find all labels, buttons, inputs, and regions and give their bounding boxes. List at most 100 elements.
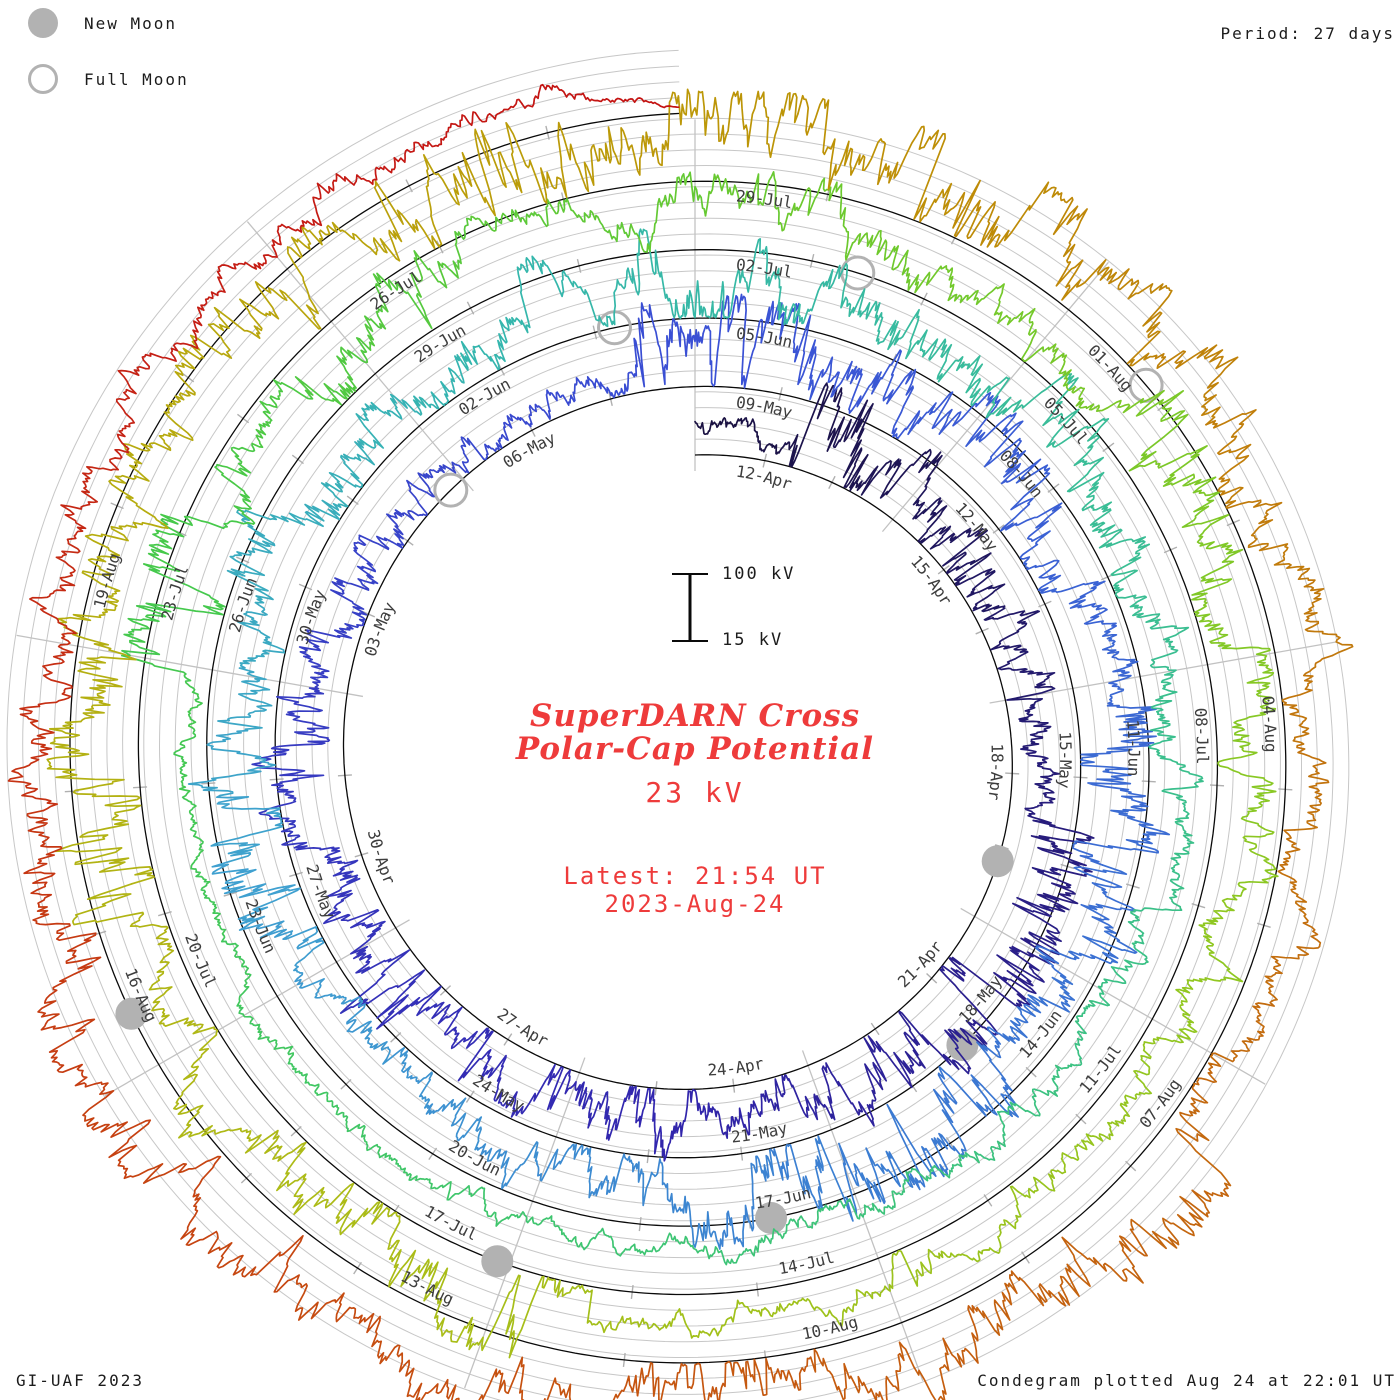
full-moon-icon [28, 64, 58, 94]
date-label-char: y [775, 1118, 789, 1139]
scale-bar [672, 573, 708, 642]
date-label-char: - [754, 257, 766, 277]
date-label-char: - [1260, 714, 1280, 725]
date-label-char: n [799, 1183, 813, 1204]
date-label-char: 7 [763, 1191, 776, 1211]
date-label-char: r [984, 789, 1004, 801]
date-label-char: 4 [786, 1256, 799, 1276]
potential-trace [7, 83, 1354, 1400]
latest-date: 2023-Aug-24 [604, 890, 786, 918]
date-label-char: 0 [735, 324, 747, 344]
scale-top-label: 100 kV [722, 564, 796, 584]
date-label-char: u [837, 1315, 851, 1336]
date-label-char: a [1055, 769, 1074, 780]
date-label-char: 1 [1123, 719, 1143, 730]
date-label-char: 9 [744, 394, 756, 414]
chart-title-line2: Polar-Cap Potential [515, 731, 875, 767]
date-label-char: 8 [1192, 717, 1212, 728]
date-label-char: A [987, 771, 1007, 782]
new-moon-marker [115, 997, 148, 1030]
date-label-char: 0 [810, 1321, 823, 1342]
date-label-char: A [734, 1057, 747, 1077]
date-label-char: J [781, 1187, 794, 1208]
date-label-char: 5 [744, 325, 756, 345]
full-moon-marker [433, 472, 469, 508]
date-label-char: u [772, 329, 785, 350]
date-label-char: y [1055, 778, 1075, 789]
period-label: Period: 27 days [1220, 24, 1395, 43]
date-label-char: l [781, 261, 794, 281]
date-label-char: a [767, 1120, 780, 1141]
scale-bottom-label: 15 kV [722, 630, 784, 650]
date-label-char: 2 [744, 463, 757, 484]
new-moon-marker [981, 845, 1014, 878]
date-label-char: - [1056, 750, 1075, 760]
date-label-char: 9 [745, 187, 756, 207]
date-label-char: u [772, 260, 785, 280]
date-label-char: p [986, 780, 1006, 792]
credit-label: GI-UAF 2023 [16, 1371, 144, 1390]
date-label-char: 1 [739, 1125, 751, 1145]
date-label-char: l [822, 1248, 836, 1269]
date-label-char: 1 [801, 1323, 814, 1343]
date-label-char: J [763, 258, 775, 278]
date-label-char: J [1193, 736, 1212, 746]
date-label-char: M [1056, 760, 1075, 770]
new-moon-label: New Moon [84, 13, 178, 33]
date-label-char: - [725, 1058, 737, 1078]
date-label-char: u [772, 190, 784, 210]
date-label-char: 1 [90, 596, 111, 610]
date-label-char: u [790, 1185, 804, 1206]
date-label-char: M [757, 1122, 770, 1142]
date-label-char: g [1261, 743, 1280, 753]
legend-full-moon: Full Moon [28, 62, 189, 96]
date-label-char: - [772, 1189, 785, 1209]
date-label-char: u [1124, 757, 1143, 767]
date-label-char: - [1192, 726, 1211, 737]
new-moon-marker [481, 1245, 514, 1278]
date-label-char: - [753, 326, 765, 346]
chart-title-line1: SuperDARN Cross [529, 698, 861, 734]
date-label-char: 1 [988, 743, 1007, 753]
date-label-char: 8 [988, 753, 1007, 763]
date-label-char: 9 [92, 587, 113, 601]
full-moon-label: Full Moon [84, 69, 189, 89]
plotted-timestamp: Condegram plotted Aug 24 at 22:01 UT [977, 1371, 1396, 1390]
date-label-char: l [781, 192, 794, 212]
date-label-char: r [752, 1054, 766, 1075]
date-label-char: J [763, 189, 775, 209]
date-label-char: n [1124, 766, 1143, 776]
date-label-char: n [781, 331, 795, 352]
legend-new-moon: New Moon [28, 6, 189, 40]
date-label-char: - [1124, 738, 1143, 748]
date-label-char: u [1193, 745, 1212, 755]
date-label-char: 1 [777, 1258, 790, 1278]
date-label-char: 2 [735, 186, 746, 206]
latest-time: Latest: 21:54 UT [563, 862, 827, 890]
date-label-char: M [762, 397, 775, 418]
date-label-char: p [743, 1055, 756, 1075]
date-label-char: a [771, 399, 785, 420]
date-label-char: 0 [735, 255, 746, 275]
date-label-char: J [1124, 748, 1143, 758]
date-label-char: - [795, 1254, 808, 1275]
date-label-char: u [813, 1250, 827, 1271]
date-label-char: 2 [707, 1060, 718, 1080]
date-label-char: 2 [157, 608, 178, 622]
date-label-char: 1 [1124, 729, 1143, 740]
date-label-char: 5 [1056, 741, 1075, 751]
date-label-char: 4 [716, 1059, 727, 1079]
date-label-char: - [753, 465, 767, 486]
date-label-char: 2 [730, 1127, 742, 1147]
date-label-char: 3 [364, 828, 385, 842]
moon-legend: New Moon Full Moon [28, 6, 189, 118]
date-label-char: 1 [735, 462, 748, 482]
date-label-char: 4 [1259, 704, 1279, 715]
date-label-char: 0 [735, 393, 747, 413]
date-label-char: J [763, 328, 776, 348]
date-label-char: l [1193, 755, 1212, 765]
date-label-char: 0 [1258, 695, 1278, 706]
latest-value: 23 kV [645, 776, 745, 809]
